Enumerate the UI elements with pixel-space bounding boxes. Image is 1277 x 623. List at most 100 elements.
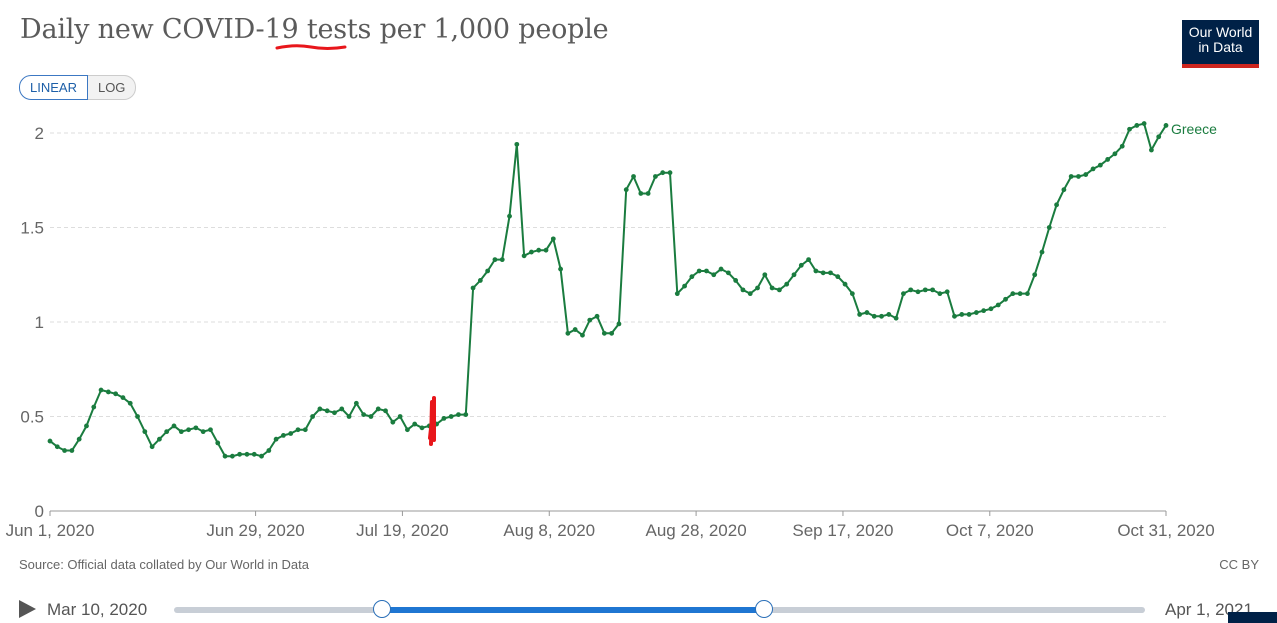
data-point	[171, 423, 177, 429]
data-point	[1010, 291, 1016, 297]
data-point	[259, 453, 264, 459]
y-tick-label: 0	[35, 502, 44, 521]
data-point	[835, 274, 841, 280]
data-point	[54, 444, 60, 450]
data-point	[361, 412, 367, 418]
data-point	[1134, 123, 1140, 128]
data-point	[565, 330, 571, 336]
red-mark-annotation	[428, 396, 436, 446]
data-point	[251, 451, 257, 457]
data-point	[623, 187, 629, 193]
x-tick-label: Sep 17, 2020	[792, 521, 893, 540]
data-point	[777, 287, 782, 293]
data-point	[215, 440, 221, 446]
source-note[interactable]: Source: Official data collated by Our Wo…	[19, 557, 309, 572]
data-point	[353, 400, 359, 406]
data-point	[959, 312, 965, 317]
data-point	[273, 436, 279, 442]
data-point	[558, 266, 563, 272]
license-link[interactable]: CC BY	[1219, 557, 1259, 572]
data-point	[682, 283, 687, 289]
data-point	[120, 395, 126, 400]
data-point	[62, 448, 67, 453]
data-point	[295, 427, 301, 433]
data-point	[200, 429, 206, 435]
data-point	[1061, 187, 1067, 193]
data-point	[857, 312, 863, 317]
data-point	[419, 425, 425, 431]
data-point	[1003, 296, 1008, 302]
data-point	[901, 291, 906, 297]
data-point	[609, 330, 615, 336]
data-point	[521, 253, 527, 259]
data-point	[1025, 291, 1030, 297]
data-point	[762, 272, 768, 278]
data-point	[317, 406, 323, 412]
data-point	[580, 332, 585, 338]
owid-logo[interactable]: Our World in Data	[1182, 20, 1259, 68]
data-point	[1039, 249, 1045, 255]
data-point	[485, 268, 491, 274]
data-point	[718, 266, 724, 272]
timeline-start-label: Mar 10, 2020	[47, 600, 148, 619]
data-point	[288, 431, 294, 436]
data-point	[616, 321, 622, 327]
data-point	[91, 404, 97, 410]
series-label-greece: Greece	[1171, 121, 1217, 137]
data-point	[477, 278, 483, 283]
title-part-1: Daily new COVID-19	[20, 14, 307, 45]
data-point	[142, 429, 148, 435]
data-point	[733, 278, 739, 283]
data-point	[193, 425, 199, 431]
x-tick-label: Jun 1, 2020	[6, 521, 95, 540]
data-point	[1046, 225, 1052, 230]
title-highlight-word: tests	[306, 14, 372, 45]
data-point	[973, 310, 979, 315]
x-tick-label: Jun 29, 2020	[206, 521, 304, 540]
data-point	[390, 419, 396, 425]
data-point	[1141, 121, 1147, 126]
data-point	[806, 257, 811, 263]
data-point	[981, 308, 987, 314]
data-point	[302, 427, 308, 433]
data-point	[1068, 174, 1074, 179]
linear-scale-button[interactable]: LINEAR	[19, 75, 88, 100]
data-point	[105, 389, 111, 395]
data-point	[711, 272, 717, 278]
x-tick-label: Jul 19, 2020	[356, 521, 449, 540]
data-point	[660, 170, 666, 176]
data-point	[470, 285, 476, 291]
data-point	[908, 287, 914, 293]
timeline-end-handle[interactable]	[755, 600, 774, 618]
data-point	[1156, 134, 1162, 140]
data-point	[922, 287, 928, 293]
data-point	[383, 408, 388, 414]
data-point	[893, 315, 899, 321]
data-point	[930, 287, 935, 293]
logo-line-1: Our World	[1188, 24, 1253, 40]
data-point	[529, 249, 534, 255]
data-point	[601, 330, 607, 336]
data-point	[1032, 272, 1038, 278]
data-point	[995, 302, 1001, 308]
x-tick-label: Aug 8, 2020	[503, 521, 595, 540]
data-point	[266, 448, 272, 453]
data-point	[645, 191, 651, 196]
data-point	[653, 174, 658, 179]
play-icon[interactable]	[19, 600, 36, 618]
data-point	[798, 262, 804, 268]
timeline-start-handle[interactable]	[372, 600, 391, 618]
data-point	[492, 257, 498, 263]
y-tick-label: 2	[35, 124, 44, 143]
data-point	[1112, 151, 1118, 157]
log-scale-button[interactable]: LOG	[87, 75, 137, 100]
data-point	[178, 429, 184, 435]
data-point	[849, 291, 855, 297]
data-point	[332, 410, 337, 416]
data-point	[76, 436, 82, 442]
data-point	[842, 281, 848, 287]
data-point	[1149, 147, 1154, 153]
data-point	[704, 268, 709, 274]
scale-toggle: LINEAR LOG	[19, 75, 137, 100]
data-point	[186, 427, 191, 433]
